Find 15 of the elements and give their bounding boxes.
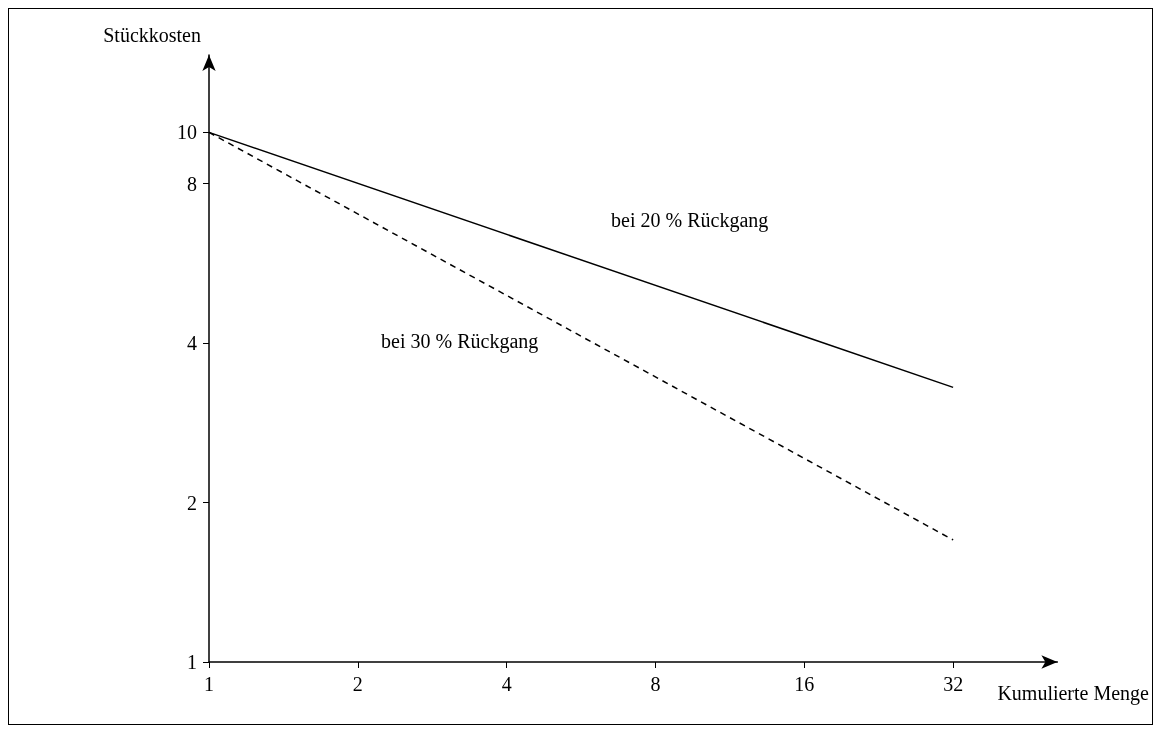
x-tick-label: 4 — [501, 673, 512, 695]
y-tick-label: 2 — [187, 491, 197, 514]
x-tick-label: 2 — [352, 673, 363, 695]
series-label: bei 20 % Rückgang — [611, 208, 769, 232]
x-tick-label: 32 — [943, 673, 964, 695]
x-tick-label: 16 — [794, 673, 815, 695]
series-label: bei 30 % Rückgang — [381, 330, 539, 354]
x-axis-title: Kumulierte Menge — [997, 682, 1150, 705]
y-tick-label: 10 — [177, 121, 197, 144]
y-axis-title: Stückkosten — [103, 24, 201, 46]
x-tick-label: 1 — [204, 673, 214, 695]
y-tick-label: 4 — [187, 332, 197, 355]
y-tick-label: 8 — [187, 172, 197, 195]
x-tick-label: 8 — [650, 673, 661, 695]
y-tick-label: 1 — [187, 651, 197, 673]
